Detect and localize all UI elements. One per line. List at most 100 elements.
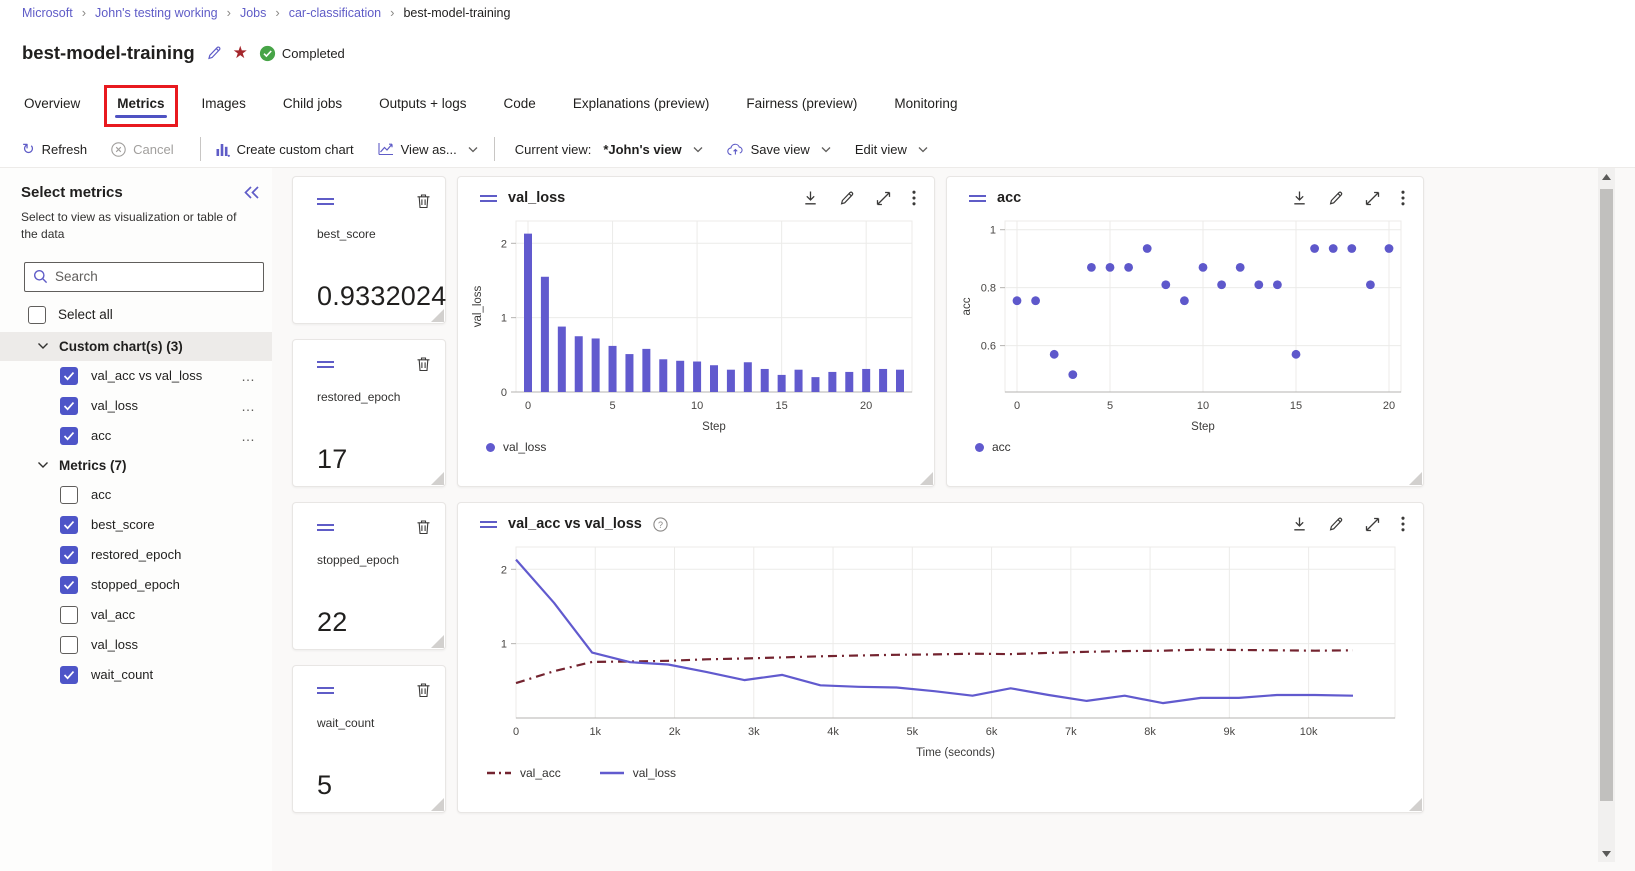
- refresh-button[interactable]: ↻ Refresh: [22, 141, 87, 157]
- tab-metrics[interactable]: Metrics: [104, 85, 178, 127]
- metric-checkbox-best-score[interactable]: [60, 515, 78, 534]
- metric-label: restored_epoch: [91, 547, 182, 563]
- chart-title: val_loss: [508, 190, 566, 206]
- delete-card-icon[interactable]: [416, 519, 431, 535]
- metric-list-item: stopped_epoch: [0, 570, 272, 600]
- scroll-up-arrow[interactable]: [1598, 168, 1615, 185]
- select-all-row: Select all: [0, 292, 272, 332]
- svg-text:1: 1: [501, 639, 507, 651]
- svg-text:6k: 6k: [986, 726, 998, 738]
- metric-checkbox-val-acc[interactable]: [60, 605, 78, 624]
- create-custom-chart-button[interactable]: Create custom chart: [215, 142, 354, 157]
- tab-overview[interactable]: Overview: [22, 88, 82, 122]
- tab-monitoring[interactable]: Monitoring: [892, 88, 959, 122]
- more-options-icon[interactable]: …: [241, 367, 256, 384]
- download-chart-icon[interactable]: [1292, 516, 1307, 532]
- expand-chart-icon[interactable]: [876, 191, 891, 206]
- expand-chart-icon[interactable]: [1365, 191, 1380, 206]
- metric-label: acc: [91, 487, 112, 503]
- breadcrumb-link-workspace[interactable]: John's testing working: [95, 5, 218, 20]
- save-view-button[interactable]: Save view: [726, 142, 831, 157]
- metric-checkbox-acc[interactable]: [60, 426, 78, 445]
- chart-card-header: acc: [947, 177, 1423, 206]
- tab-explanations-preview[interactable]: Explanations (preview): [571, 88, 712, 122]
- resize-handle[interactable]: [431, 635, 444, 648]
- view-as-button[interactable]: View as...: [378, 142, 478, 157]
- metric-label: val_loss: [91, 637, 138, 653]
- card-header: [317, 356, 431, 372]
- edit-chart-icon[interactable]: [1328, 190, 1344, 206]
- resize-handle[interactable]: [1409, 472, 1422, 485]
- metric-checkbox-val-loss[interactable]: [60, 396, 78, 415]
- select-all-checkbox[interactable]: [28, 305, 46, 324]
- metrics-section-header[interactable]: Custom chart(s) (3): [0, 331, 272, 361]
- drag-handle-icon[interactable]: [317, 684, 334, 697]
- resize-handle[interactable]: [1409, 798, 1422, 811]
- metric-checkbox-val-acc-vs-val-loss[interactable]: [60, 366, 78, 385]
- svg-text:5: 5: [609, 400, 615, 412]
- metric-list-item: acc…: [0, 421, 272, 451]
- drag-handle-icon[interactable]: [480, 518, 497, 531]
- drag-handle-icon[interactable]: [317, 195, 334, 208]
- download-chart-icon[interactable]: [1292, 190, 1307, 206]
- tab-images[interactable]: Images: [200, 88, 248, 122]
- metrics-section-header[interactable]: Metrics (7): [0, 451, 272, 480]
- more-options-icon[interactable]: [1401, 190, 1405, 206]
- resize-handle[interactable]: [920, 472, 933, 485]
- metric-checkbox-stopped-epoch[interactable]: [60, 575, 78, 594]
- resize-handle[interactable]: [431, 472, 444, 485]
- tab-outputs-logs[interactable]: Outputs + logs: [377, 88, 468, 122]
- delete-card-icon[interactable]: [416, 356, 431, 372]
- edit-chart-icon[interactable]: [1328, 516, 1344, 532]
- current-view-value: *John's view: [603, 141, 682, 157]
- expand-chart-icon[interactable]: [1365, 517, 1380, 532]
- tab-code[interactable]: Code: [502, 88, 538, 122]
- tab-child-jobs[interactable]: Child jobs: [281, 88, 344, 122]
- legend-label: val_acc: [520, 766, 561, 780]
- more-options-icon[interactable]: [1401, 516, 1405, 532]
- more-options-icon[interactable]: …: [241, 397, 256, 414]
- vertical-scrollbar[interactable]: [1598, 168, 1615, 862]
- drag-handle-icon[interactable]: [317, 358, 334, 371]
- select-metrics-title: Select metrics: [21, 184, 123, 201]
- more-options-icon[interactable]: [912, 190, 916, 206]
- scrollbar-thumb[interactable]: [1600, 189, 1613, 801]
- help-icon[interactable]: ?: [653, 516, 668, 532]
- legend-entry-val-loss: val_loss: [599, 766, 676, 780]
- svg-text:0: 0: [501, 387, 507, 399]
- chevron-down-icon: [37, 342, 49, 350]
- metric-list-item: val_acc: [0, 600, 272, 630]
- current-view-label: Current view:: [514, 141, 592, 157]
- collapse-panel-icon[interactable]: [243, 185, 260, 200]
- delete-card-icon[interactable]: [416, 193, 431, 209]
- metric-list-item: val_acc vs val_loss…: [0, 361, 272, 391]
- metric-checkbox-restored-epoch[interactable]: [60, 545, 78, 564]
- drag-handle-icon[interactable]: [317, 521, 334, 534]
- breadcrumb-link-microsoft[interactable]: Microsoft: [22, 5, 73, 20]
- edit-view-button[interactable]: Edit view: [855, 142, 928, 157]
- current-view-selector[interactable]: *John's view: [603, 141, 703, 157]
- metric-checkbox-wait-count[interactable]: [60, 665, 78, 684]
- favorite-star-icon[interactable]: ★: [232, 42, 248, 63]
- tab-fairness-preview[interactable]: Fairness (preview): [744, 88, 859, 122]
- search-input[interactable]: [55, 269, 255, 285]
- delete-card-icon[interactable]: [416, 682, 431, 698]
- cancel-button[interactable]: Cancel: [111, 142, 174, 157]
- drag-handle-icon[interactable]: [480, 192, 497, 205]
- edit-title-icon[interactable]: [206, 45, 222, 61]
- chart-card-val_loss: val_loss 0 5 10 15 20 0 1 2 val_loss Step val_loss: [457, 176, 935, 487]
- svg-text:0.6: 0.6: [981, 341, 996, 353]
- metrics-list: Custom chart(s) (3) val_acc vs val_loss…v…: [0, 331, 272, 690]
- resize-handle[interactable]: [431, 309, 444, 322]
- breadcrumb-link-jobs[interactable]: Jobs: [239, 5, 267, 20]
- scroll-down-arrow[interactable]: [1598, 845, 1615, 862]
- download-chart-icon[interactable]: [803, 190, 818, 206]
- metric-checkbox-acc[interactable]: [60, 485, 78, 504]
- metric-checkbox-val-loss[interactable]: [60, 635, 78, 654]
- more-options-icon[interactable]: …: [241, 427, 256, 444]
- breadcrumb-link-experiment[interactable]: car-classification: [288, 5, 382, 20]
- drag-handle-icon[interactable]: [969, 192, 986, 205]
- resize-handle[interactable]: [431, 798, 444, 811]
- edit-chart-icon[interactable]: [839, 190, 855, 206]
